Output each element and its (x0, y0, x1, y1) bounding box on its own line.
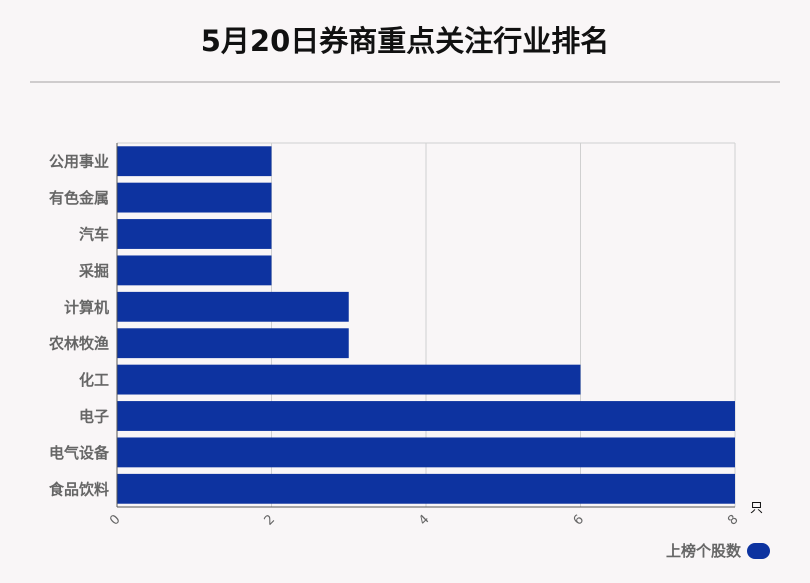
x-tick-label: 8 (725, 512, 741, 528)
bar (117, 401, 735, 431)
legend-swatch (747, 542, 770, 559)
category-label: 有色金属 (49, 189, 109, 207)
bar (117, 146, 272, 177)
bar (117, 473, 735, 504)
bar (117, 219, 272, 249)
category-label: 计算机 (64, 298, 109, 316)
chart-title: 5月20日券商重点关注行业排名 (200, 24, 610, 58)
category-label: 电子 (79, 408, 109, 426)
category-label: 食品饮料 (49, 480, 109, 498)
bar (117, 328, 349, 359)
category-label: 电气设备 (49, 444, 110, 462)
bar (117, 364, 581, 395)
x-tick-label: 2 (262, 512, 278, 528)
category-label: 汽车 (79, 226, 109, 244)
x-tick-label: 0 (107, 512, 123, 528)
bar (117, 291, 349, 322)
x-tick-label: 6 (571, 512, 587, 528)
category-label: 农林牧渔 (48, 335, 109, 353)
axes (116, 143, 735, 508)
category-label: 化工 (79, 371, 109, 389)
x-unit-label: 只 (750, 501, 763, 516)
x-tick-labels: 0 2 4 6 8 (107, 512, 741, 528)
bar (117, 182, 272, 213)
x-tick-label: 4 (416, 512, 432, 528)
bars (117, 146, 735, 504)
category-label: 公用事业 (49, 153, 109, 171)
title-divider (30, 81, 780, 83)
category-label: 采掘 (78, 262, 109, 280)
legend-label: 上榜个股数 (665, 542, 741, 560)
legend: 上榜个股数 (666, 540, 770, 561)
bar (117, 255, 272, 286)
bar (117, 437, 735, 468)
